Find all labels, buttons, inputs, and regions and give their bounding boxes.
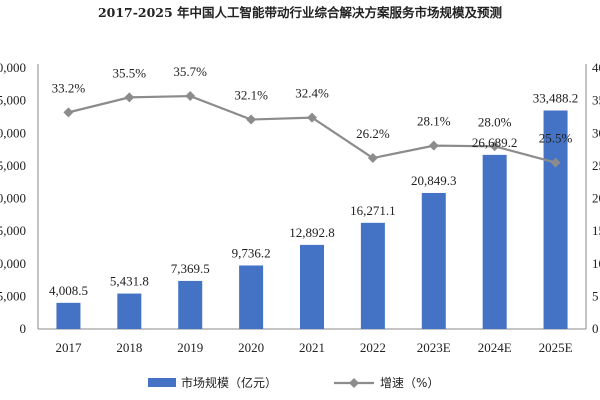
bar-value-label: 12,892.8 xyxy=(289,225,335,240)
x-axis-tick-label: 2022 xyxy=(360,340,386,355)
bar-value-label: 9,736.2 xyxy=(232,245,271,260)
legend-bar-swatch xyxy=(148,378,176,387)
left-axis-tick-label: 15,000 xyxy=(0,223,26,238)
right-axis-tick-label: 20 xyxy=(592,191,600,206)
line-value-label: 28.0% xyxy=(478,114,512,129)
bar-series xyxy=(56,110,568,329)
x-axis-tick-label: 2025E xyxy=(539,340,573,355)
right-axis-tick-label: 15 xyxy=(592,223,600,238)
legend-line-marker xyxy=(349,378,359,388)
growth-marker xyxy=(428,140,439,151)
bar-value-label: 16,271.1 xyxy=(350,203,396,218)
right-axis-tick-label: 5 xyxy=(592,288,599,303)
line-value-label: 32.1% xyxy=(234,88,268,103)
growth-line xyxy=(68,94,556,164)
bar xyxy=(56,302,81,329)
left-axis-tick-label: 30,000 xyxy=(0,125,26,140)
left-axis-tick-label: 35,000 xyxy=(0,93,26,108)
x-axis-tick-label: 2024E xyxy=(478,340,512,355)
right-axis-tick-label: 35 xyxy=(592,93,600,108)
line-value-label: 35.5% xyxy=(113,65,147,80)
bar xyxy=(239,265,264,329)
bar xyxy=(543,110,568,329)
axes: 0 5,000 10,000 15,000 20,000 25,000 30,000 35,0… xyxy=(0,60,600,355)
right-axis-tick-label: 25 xyxy=(592,158,600,173)
growth-marker xyxy=(550,157,561,168)
growth-marker xyxy=(246,114,257,125)
bar xyxy=(178,280,203,329)
left-axis-tick-label: 20,000 xyxy=(0,191,26,206)
left-axis-tick-label: 40,000 xyxy=(0,60,26,75)
bar-value-label: 4,008.5 xyxy=(49,283,88,298)
x-axis-tick-label: 2019 xyxy=(177,340,203,355)
x-axis-tick-label: 2017 xyxy=(55,340,82,355)
left-axis-tick-label: 0 xyxy=(20,321,27,336)
bar xyxy=(117,293,142,329)
bar xyxy=(482,154,507,329)
left-axis-tick-label: 5,000 xyxy=(0,288,26,303)
line-value-label: 26.2% xyxy=(356,126,390,141)
line-series xyxy=(63,91,561,168)
bar-value-label: 7,369.5 xyxy=(171,261,210,276)
legend-line-label: 增速（%） xyxy=(380,376,439,390)
line-value-label: 25.5% xyxy=(539,131,573,146)
line-value-label: 35.7% xyxy=(173,64,207,79)
x-axis-tick-label: 2021 xyxy=(299,340,325,355)
growth-marker xyxy=(367,153,378,164)
growth-marker xyxy=(63,107,74,118)
right-axis-tick-label: 40 xyxy=(592,60,600,75)
bar-value-label: 26,689.2 xyxy=(472,135,518,150)
growth-marker xyxy=(185,91,196,102)
left-axis-tick-label: 25,000 xyxy=(0,158,26,173)
line-value-label: 32.4% xyxy=(295,86,329,101)
bar-value-label: 20,849.3 xyxy=(411,173,457,188)
legend-bar-label: 市场规模（亿元） xyxy=(181,375,277,390)
line-value-label: 28.1% xyxy=(417,114,451,129)
bar xyxy=(360,222,385,329)
right-axis-tick-label: 30 xyxy=(592,125,600,140)
bar xyxy=(421,192,446,329)
right-axis-tick-label: 10 xyxy=(592,256,600,271)
legend: 市场规模（亿元） 增速（%） xyxy=(148,375,439,390)
bar-value-label: 33,488.2 xyxy=(533,90,579,105)
growth-marker xyxy=(307,112,317,123)
data-labels: 4,008.5 5,431.8 7,369.5 9,736.2 12,892.8 16,2… xyxy=(49,64,578,298)
growth-marker xyxy=(124,92,135,103)
x-axis-tick-label: 2023E xyxy=(417,340,451,355)
x-axis-tick-label: 2018 xyxy=(116,340,142,355)
x-axis-tick-label: 2020 xyxy=(238,340,264,355)
right-axis-tick-label: 0 xyxy=(592,321,599,336)
line-value-label: 33.2% xyxy=(52,80,86,95)
left-axis-tick-label: 10,000 xyxy=(0,256,26,271)
chart-title: 2017-2025 年中国人工智能带动行业综合解决方案服务市场规模及预测 xyxy=(97,5,503,20)
growth-marker xyxy=(489,141,500,152)
bar-value-label: 5,431.8 xyxy=(110,274,149,289)
bar xyxy=(300,244,324,329)
